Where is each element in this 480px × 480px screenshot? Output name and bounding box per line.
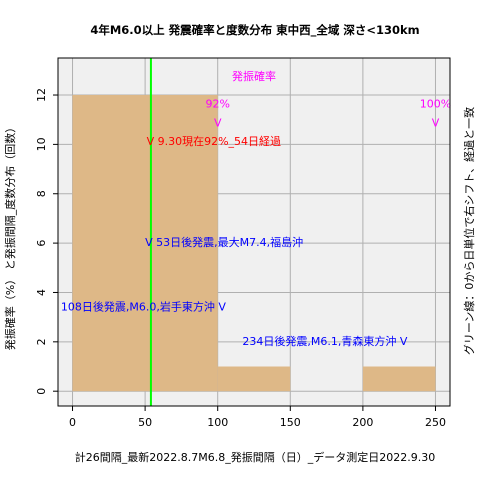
- y-tick-label: 0: [35, 388, 48, 395]
- x-tick-label: 100: [207, 416, 228, 429]
- x-tick-label: 150: [280, 416, 301, 429]
- y-tick-label: 2: [35, 338, 48, 345]
- annotation-label: 234日後発震,M6.1,青森東方沖 V: [242, 334, 407, 348]
- bar: [72, 95, 218, 392]
- probability-label: 100%: [420, 97, 451, 110]
- bar: [362, 366, 436, 392]
- y-axis-label: 発振確率（%） と発振間隔_度数分布（回数）: [3, 122, 17, 350]
- annotation-label: V 53日後発震,最大M7.4,福島沖: [145, 235, 303, 249]
- y-tick-label: 6: [35, 240, 48, 247]
- x-axis-label: 計26間隔_最新2022.8.7M6.8_発振間隔（日）_データ測定日2022.…: [75, 450, 435, 464]
- plot-frame: [57, 57, 451, 407]
- annotations: V 9.30現在92%_54日経過 V 53日後発震,最大M7.4,福島沖 108日…: [61, 135, 408, 348]
- right-axis-label: グリーン線：0から日単位で右シフト、経過と一致: [462, 107, 476, 355]
- chart-title: 4年M6.0以上 発震確率と度数分布 東中西_全域 深さ<130km: [90, 23, 419, 38]
- x-tick-label: 0: [69, 416, 76, 429]
- y-tick-label: 10: [35, 137, 48, 151]
- probability-legend: 発振確率: [232, 69, 276, 83]
- x-tick-label: 200: [352, 416, 373, 429]
- probability-labels: 92% V 100% V: [205, 97, 451, 129]
- y-tick-label: 12: [35, 88, 48, 102]
- annotation-label: V 9.30現在92%_54日経過: [147, 135, 281, 148]
- probability-marker: V: [432, 116, 440, 129]
- probability-marker: V: [214, 116, 222, 129]
- y-tick-label: 8: [35, 190, 48, 197]
- annotation-label: 108日後発震,M6.0,岩手東方沖 V: [61, 299, 226, 313]
- y-tick-label: 4: [35, 289, 48, 296]
- probability-label: 92%: [205, 97, 229, 110]
- bar: [217, 366, 291, 392]
- x-tick-label: 250: [425, 416, 446, 429]
- axis-ticks: 0 50 100 150 200 250 0 2 4 6 8 10 12: [35, 88, 446, 429]
- x-tick-label: 50: [138, 416, 152, 429]
- bars: [72, 95, 436, 392]
